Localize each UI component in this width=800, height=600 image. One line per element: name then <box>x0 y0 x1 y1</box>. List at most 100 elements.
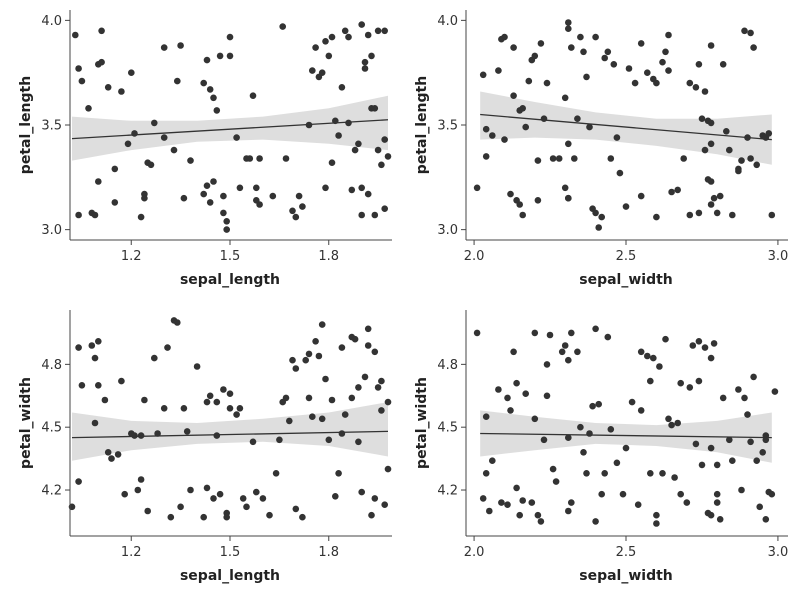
data-point <box>756 503 763 511</box>
data-point <box>561 342 569 349</box>
data-point <box>568 329 575 337</box>
x-tick-label: 2.5 <box>616 249 637 264</box>
data-point <box>167 513 175 521</box>
data-point <box>671 474 678 481</box>
x-tick-label: 1.5 <box>220 545 241 560</box>
data-point <box>374 384 382 391</box>
data-point <box>213 398 221 406</box>
data-point <box>170 146 178 154</box>
y-axis-label: petal_width <box>18 377 34 469</box>
data-point <box>289 356 296 364</box>
data-point <box>384 398 392 406</box>
data-point <box>118 88 125 95</box>
data-point <box>747 438 754 446</box>
data-point <box>534 197 542 204</box>
data-point <box>486 507 493 515</box>
data-point <box>95 178 102 185</box>
data-point <box>765 130 773 137</box>
x-tick-label: 1.2 <box>121 545 142 560</box>
data-point <box>716 516 724 523</box>
data-point <box>101 396 109 404</box>
data-point <box>151 119 158 127</box>
data-point <box>707 119 715 127</box>
data-point <box>674 419 681 427</box>
data-point <box>332 493 339 500</box>
data-point <box>292 505 300 513</box>
data-point <box>286 417 293 425</box>
data-point <box>128 69 135 76</box>
data-point <box>707 511 715 519</box>
data-point <box>607 155 615 162</box>
data-point <box>707 42 715 49</box>
regression-line <box>71 430 389 439</box>
data-point <box>543 79 551 87</box>
data-point <box>174 319 181 326</box>
data-point <box>707 354 715 362</box>
data-point <box>91 419 99 427</box>
data-point <box>686 79 694 87</box>
data-point <box>371 211 379 219</box>
data-point <box>726 436 733 444</box>
data-point <box>131 130 138 137</box>
data-point <box>598 213 605 221</box>
data-point <box>378 377 385 385</box>
data-point <box>374 27 382 35</box>
data-point <box>674 186 681 194</box>
data-point <box>729 211 736 219</box>
data-point <box>180 405 188 412</box>
data-point <box>701 88 709 95</box>
data-point <box>631 79 639 87</box>
data-point <box>381 205 389 212</box>
data-point <box>187 486 194 494</box>
data-point <box>252 184 260 192</box>
data-point <box>695 377 703 385</box>
data-point <box>114 451 122 458</box>
data-point <box>558 348 566 356</box>
data-point <box>183 428 191 435</box>
data-point <box>546 331 554 339</box>
chart-panel-4: 2.0 2.5 3.0 4.2 4.5 4.8 sepal_width petal_width <box>414 310 788 584</box>
data-point <box>226 405 234 412</box>
data-point <box>348 394 356 402</box>
data-point <box>368 511 375 519</box>
data-point <box>482 125 490 133</box>
data-point <box>328 33 336 41</box>
data-point <box>256 201 263 208</box>
data-point <box>137 213 145 221</box>
x-tick-label: 1.8 <box>318 545 339 560</box>
data-point <box>735 386 742 393</box>
data-point <box>378 407 385 414</box>
data-point <box>662 48 669 56</box>
data-point <box>160 405 168 412</box>
data-point <box>361 373 369 381</box>
data-point <box>305 121 313 129</box>
data-point <box>479 71 487 79</box>
data-point <box>537 518 545 525</box>
data-point <box>695 209 703 217</box>
data-point <box>716 192 724 200</box>
data-point <box>233 134 240 141</box>
data-point <box>583 73 590 81</box>
data-point <box>665 67 672 74</box>
data-point <box>771 388 779 395</box>
data-point <box>531 52 539 60</box>
data-point <box>318 69 326 76</box>
data-point <box>338 84 346 91</box>
data-point <box>111 199 119 206</box>
data-point <box>345 119 352 127</box>
data-point <box>592 325 599 333</box>
data-point <box>519 497 526 504</box>
data-point <box>246 155 254 162</box>
data-point <box>341 27 349 35</box>
data-point <box>292 365 300 372</box>
x-tick-label: 3.0 <box>768 249 789 264</box>
data-point <box>507 407 514 414</box>
data-point <box>680 155 687 162</box>
data-point <box>332 117 339 125</box>
data-point <box>698 115 706 122</box>
data-point <box>595 400 602 408</box>
y-tick-label: 3.0 <box>41 223 62 238</box>
data-point <box>707 140 715 148</box>
y-tick-label: 4.8 <box>41 358 62 373</box>
data-point <box>616 169 624 177</box>
